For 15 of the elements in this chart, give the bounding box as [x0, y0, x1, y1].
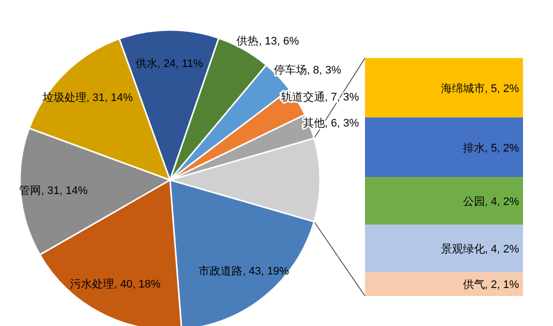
bar	[365, 224, 523, 272]
bar	[365, 272, 523, 296]
data-label: 公园, 4, 2%	[462, 196, 520, 208]
bar	[365, 118, 523, 177]
slice-label: 市政道路, 43, 19%	[198, 264, 290, 278]
data-label: 景观绿化, 4, 2%	[440, 243, 520, 256]
slice-label: 停车场, 8, 3%	[274, 64, 342, 77]
bar	[365, 58, 523, 118]
data-label: 排水, 5, 2%	[462, 141, 520, 154]
slice-label: 供水, 24, 11%	[135, 57, 204, 70]
slice-label: 供热, 13, 6%	[236, 36, 300, 48]
bar	[365, 177, 523, 225]
data-label: 供气, 2, 1%	[462, 279, 520, 292]
slice-label: 污水处理, 40, 18%	[70, 277, 161, 290]
data-label: 海绵城市, 5, 2%	[440, 82, 520, 95]
